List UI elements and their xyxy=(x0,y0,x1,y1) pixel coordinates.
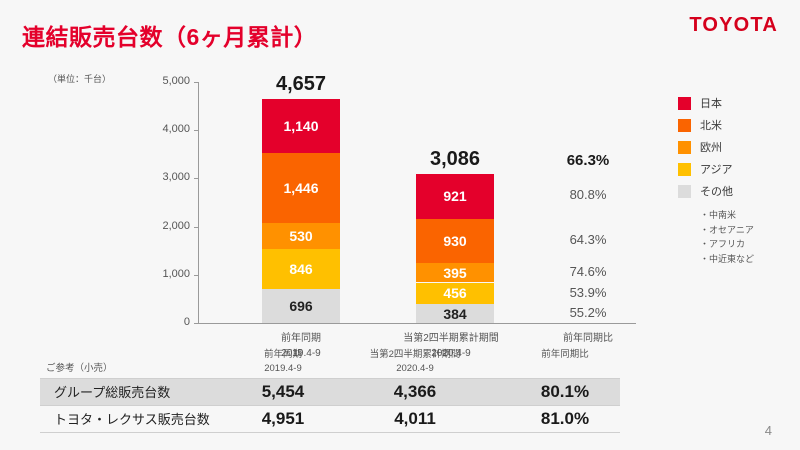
reference-caption: ご参考（小売） xyxy=(46,363,113,374)
y-axis-tick xyxy=(194,82,199,83)
x-axis-line xyxy=(198,323,636,324)
table-column-header: 当第2四半期累計期間 2020.4-9 xyxy=(360,348,470,376)
legend-color-swatch-icon xyxy=(678,184,691,198)
x-axis-label-line2: 2020.4-9 xyxy=(431,347,471,359)
legend-sub-item: ・アフリカ xyxy=(700,239,746,250)
table-row-separator xyxy=(40,378,620,379)
table-cell-value: 4,951 xyxy=(261,408,305,428)
bar-segment: 384 xyxy=(416,304,494,323)
legend-item[interactable]: アジア xyxy=(678,158,754,180)
bar-previous-period: 1,140 1,446 530 846 696 xyxy=(262,98,340,324)
y-axis-tick-label: 4,000 xyxy=(162,123,190,136)
legend-item-label: 欧州 xyxy=(700,142,722,154)
x-axis-label-line1: 当第2四半期累計期間 xyxy=(403,333,499,344)
yoy-segment-ratio: 74.6% xyxy=(569,263,607,279)
legend-item[interactable]: その他 xyxy=(678,180,754,202)
legend-sub-item: ・中近東など xyxy=(700,253,755,264)
legend-item[interactable]: 日本 xyxy=(678,92,754,114)
legend-color-swatch-icon xyxy=(678,162,691,176)
table-cell-value: 5,454 xyxy=(261,381,305,401)
y-axis-line xyxy=(198,82,199,324)
table-row-label: トヨタ・レクサス販売台数 xyxy=(54,412,210,427)
table-row: グループ総販売台数 5,454 4,366 80.1% xyxy=(40,378,620,405)
table-column-header-line1: 前年同期 xyxy=(263,349,302,360)
table-column-header-line2: 2020.4-9 xyxy=(396,362,434,374)
x-axis-label: 当第2四半期累計期間 2020.4-9 xyxy=(366,332,536,361)
bar-total-current: 3,086 xyxy=(429,148,481,171)
page-title: 連結販売台数（6ヶ月累計） xyxy=(22,24,318,50)
y-axis-tick xyxy=(194,323,199,324)
y-axis-tick-label: 3,000 xyxy=(162,171,190,184)
legend-color-swatch-icon xyxy=(678,118,691,132)
y-axis-tick-label: 0 xyxy=(183,316,190,328)
table-row: トヨタ・レクサス販売台数 4,951 4,011 81.0% xyxy=(40,405,620,432)
y-axis-tick-label: 5,000 xyxy=(162,75,190,87)
table-column-header: 前年同期 2019.4-9 xyxy=(228,348,338,376)
page-number: 4 xyxy=(764,423,772,438)
bar-segment: 696 xyxy=(262,289,340,324)
x-axis-label-line1: 前年同期比 xyxy=(563,333,613,344)
legend-item[interactable]: 北米 xyxy=(678,114,754,136)
table-cell-value: 4,366 xyxy=(393,381,437,401)
legend-item-label: 北米 xyxy=(700,120,722,132)
table-cell-value: 81.0% xyxy=(540,408,590,428)
yoy-segment-ratio: 64.3% xyxy=(569,232,607,248)
chart-legend: 日本北米欧州アジアその他 ・中南米・オセアニア ・アフリカ・中近東など xyxy=(678,92,754,266)
bar-segment: 1,446 xyxy=(262,153,340,224)
table-row-separator xyxy=(40,405,620,406)
table-cell-value: 80.1% xyxy=(540,381,590,401)
bar-segment: 1,140 xyxy=(262,98,340,154)
legend-color-swatch-icon xyxy=(678,140,691,154)
bar-total-previous: 4,657 xyxy=(275,72,327,95)
chart-unit-note: （単位：千台） xyxy=(48,74,112,84)
table-column-header-line1: 当第2四半期累計期間 xyxy=(369,349,461,360)
table-row-label: グループ総販売台数 xyxy=(54,385,171,400)
yoy-total-ratio: 66.3% xyxy=(566,152,610,170)
x-axis-label-line2: 2019.4-9 xyxy=(281,347,321,359)
x-axis-label-line1: 前年同期 xyxy=(281,333,321,344)
y-axis-tick-label: 2,000 xyxy=(162,219,190,232)
bar-segment: 530 xyxy=(262,223,340,249)
legend-sub-items: ・中南米・オセアニア ・アフリカ・中近東など xyxy=(700,208,754,266)
y-axis-tick xyxy=(194,274,199,276)
yoy-segment-ratio: 53.9% xyxy=(569,284,607,300)
bar-segment: 456 xyxy=(416,282,494,305)
yoy-segment-ratio: 55.2% xyxy=(569,304,607,320)
table-body: グループ総販売台数 5,454 4,366 80.1% トヨタ・レクサス販売台数 4,95… xyxy=(40,378,620,433)
bar-current-period: 921 930 395 456 384 xyxy=(416,174,494,323)
x-axis-label: 前年同期 2019.4-9 xyxy=(216,332,386,361)
y-axis-tick xyxy=(194,226,199,228)
legend-sub-item: ・中南米 xyxy=(700,210,737,220)
toyota-logo: TOYOTA xyxy=(689,14,778,36)
y-axis-tick xyxy=(194,130,199,132)
table-header-row: 前年同期 2019.4-9 当第2四半期累計期間 2020.4-9 前年同期比 xyxy=(40,348,620,378)
legend-item[interactable]: 欧州 xyxy=(678,136,754,158)
legend-sub-item: ・オセアニア xyxy=(700,224,754,235)
bar-segment: 921 xyxy=(416,174,494,219)
bar-segment: 846 xyxy=(262,248,340,290)
y-axis-tick xyxy=(194,178,199,180)
table-column-header-line1: 前年同期比 xyxy=(541,349,589,360)
table-column-header: 前年同期比 xyxy=(510,348,620,362)
table-cell-value: 4,011 xyxy=(394,408,436,428)
table-column-header-line2: 2019.4-9 xyxy=(264,362,302,374)
reference-table: 前年同期 2019.4-9 当第2四半期累計期間 2020.4-9 前年同期比 グループ… xyxy=(40,348,620,433)
legend-item-label: アジア xyxy=(700,164,733,176)
bar-segment: 930 xyxy=(416,218,494,264)
y-axis-tick-label: 1,000 xyxy=(162,267,190,280)
table-bottom-separator xyxy=(40,432,620,433)
bar-segment: 395 xyxy=(416,263,494,283)
legend-item-label: 日本 xyxy=(700,98,722,110)
legend-color-swatch-icon xyxy=(678,96,691,110)
legend-item-label: その他 xyxy=(700,186,733,198)
yoy-segment-ratio: 80.8% xyxy=(569,187,607,203)
x-axis-label: 前年同期比 xyxy=(503,332,673,347)
